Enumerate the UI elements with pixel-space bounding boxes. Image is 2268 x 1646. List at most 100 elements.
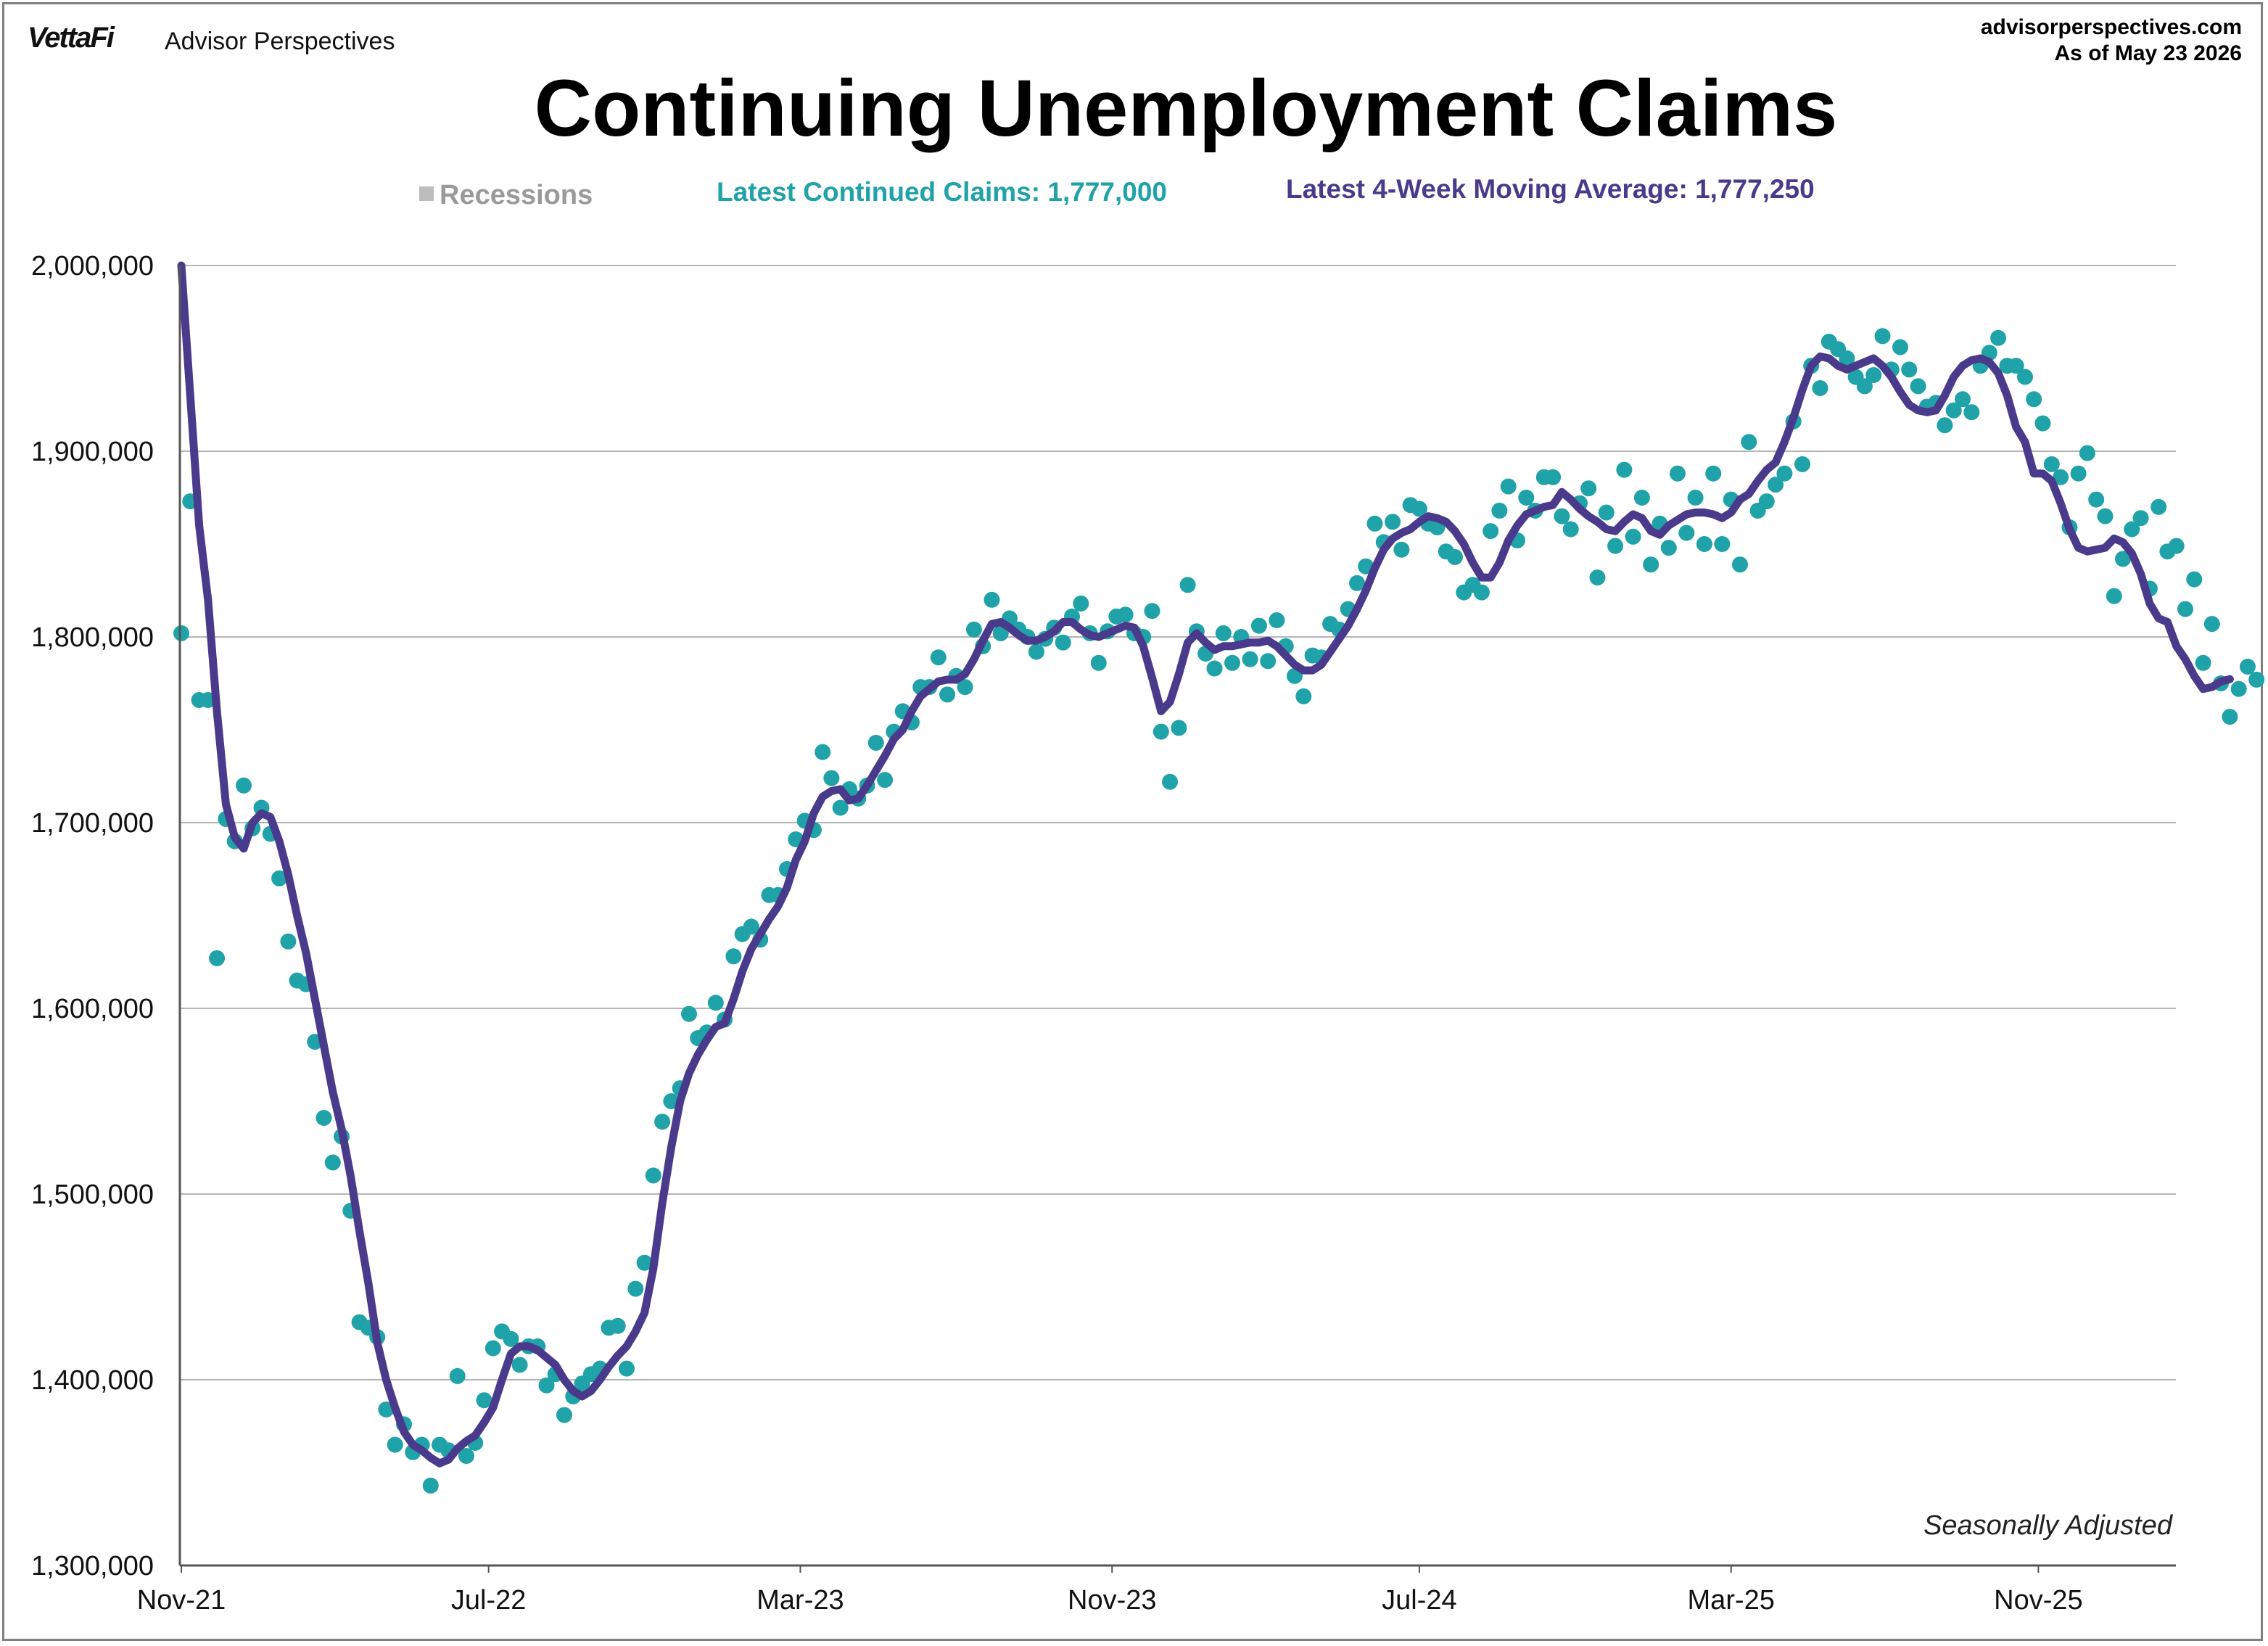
claims-point bbox=[2079, 445, 2095, 461]
claims-point bbox=[324, 1154, 341, 1171]
moving-average-line bbox=[177, 261, 2234, 1468]
claims-point bbox=[1260, 653, 1277, 670]
claims-point bbox=[636, 1254, 653, 1271]
claims-point bbox=[1162, 773, 1179, 790]
y-tick-label: 1,900,000 bbox=[31, 437, 154, 467]
claims-point bbox=[173, 625, 189, 641]
claims-point bbox=[654, 1114, 671, 1130]
x-axis-ticks: Nov-21 Jul-22 Mar-23 Nov-23 Jul-24 Mar-25 Nov-… bbox=[137, 1565, 2083, 1616]
legend-recessions-label: Recessions bbox=[440, 180, 593, 210]
x-tick-label: Mar-23 bbox=[756, 1585, 844, 1616]
claims-point bbox=[1865, 367, 1882, 383]
claims-point bbox=[1073, 595, 1089, 612]
claims-point bbox=[1856, 378, 1873, 395]
claims-point bbox=[1963, 404, 1980, 421]
claims-point bbox=[1518, 490, 1535, 506]
claims-point bbox=[965, 621, 982, 638]
claims-point bbox=[930, 649, 947, 666]
claims-point bbox=[2222, 709, 2238, 725]
claims-point bbox=[957, 679, 973, 696]
claims-point bbox=[1696, 536, 1712, 552]
claims-point bbox=[1224, 654, 1240, 671]
claims-point bbox=[867, 734, 884, 751]
claims-point bbox=[2097, 508, 2114, 524]
claims-point bbox=[2177, 601, 2193, 617]
claims-point bbox=[503, 1330, 519, 1347]
claims-point bbox=[2017, 369, 2033, 385]
claims-point bbox=[1562, 521, 1579, 538]
claims-point bbox=[1874, 328, 1891, 345]
moving-average-series bbox=[177, 261, 2234, 1468]
claims-point bbox=[1250, 617, 1267, 634]
x-tick-label: Nov-23 bbox=[1068, 1585, 1157, 1616]
claims-point bbox=[2248, 671, 2265, 688]
claims-point bbox=[877, 772, 894, 789]
y-tick-label: 1,500,000 bbox=[31, 1180, 154, 1210]
claims-point bbox=[2230, 680, 2247, 697]
claims-point bbox=[2151, 498, 2167, 515]
claims-point bbox=[1411, 501, 1427, 517]
claims-point bbox=[645, 1167, 661, 1184]
claims-point bbox=[2124, 521, 2140, 538]
claims-point bbox=[1545, 469, 1562, 485]
claims-point bbox=[984, 591, 1000, 608]
claims-point bbox=[1616, 461, 1633, 478]
claims-point bbox=[1945, 402, 1962, 419]
brand-logo: VettaFi bbox=[28, 22, 115, 54]
claims-point bbox=[1892, 339, 1908, 355]
y-tick-label: 1,600,000 bbox=[31, 994, 154, 1024]
claims-point bbox=[725, 948, 742, 965]
x-tick-label: Mar-25 bbox=[1688, 1585, 1775, 1616]
claims-point bbox=[1554, 508, 1570, 524]
claims-point bbox=[2070, 465, 2087, 482]
axes bbox=[178, 266, 2176, 1567]
claims-point bbox=[271, 870, 288, 886]
claims-point bbox=[1687, 490, 1704, 506]
x-tick-label: Jul-22 bbox=[451, 1585, 527, 1616]
claims-point bbox=[1732, 556, 1748, 573]
claims-point bbox=[1794, 456, 1810, 472]
claims-point bbox=[939, 686, 956, 703]
claims-point bbox=[1500, 478, 1517, 495]
claims-series bbox=[173, 328, 2265, 1494]
claims-point bbox=[484, 1340, 501, 1357]
claims-point bbox=[1028, 643, 1044, 660]
claims-point bbox=[236, 777, 252, 794]
y-tick-label: 2,000,000 bbox=[31, 251, 154, 281]
claims-point bbox=[1090, 654, 1107, 671]
claims-point bbox=[2034, 415, 2051, 432]
claims-point bbox=[1473, 584, 1490, 601]
claims-point bbox=[1625, 528, 1641, 545]
claims-point bbox=[1152, 723, 1169, 740]
claims-point bbox=[1385, 514, 1401, 530]
y-tick-label: 1,400,000 bbox=[31, 1365, 154, 1396]
claims-point bbox=[1768, 477, 1784, 493]
claims-point bbox=[1206, 660, 1223, 677]
claims-point bbox=[832, 799, 849, 816]
claims-point bbox=[280, 933, 297, 950]
claims-point bbox=[2186, 571, 2203, 588]
claims-point bbox=[378, 1402, 395, 1417]
claims-point bbox=[538, 1377, 555, 1394]
claims-point bbox=[2132, 510, 2149, 527]
grid-lines bbox=[180, 265, 2176, 1380]
x-tick-label: Nov-21 bbox=[137, 1585, 226, 1616]
claims-point bbox=[743, 918, 759, 935]
claims-point bbox=[511, 1357, 528, 1373]
claims-point bbox=[1901, 361, 1918, 378]
x-tick-label: Jul-24 bbox=[1382, 1585, 1457, 1616]
claims-point bbox=[2168, 538, 2185, 554]
claims-point bbox=[1589, 569, 1606, 586]
claims-point bbox=[2026, 391, 2042, 408]
claims-point bbox=[1447, 548, 1463, 565]
claims-point bbox=[1215, 625, 1232, 641]
claims-point bbox=[1812, 380, 1828, 396]
claims-point bbox=[1741, 434, 1757, 450]
claims-point bbox=[476, 1392, 492, 1409]
claims-point bbox=[387, 1436, 403, 1453]
claims-point bbox=[707, 995, 724, 1011]
claims-point bbox=[627, 1280, 644, 1297]
claims-point bbox=[2106, 588, 2122, 604]
claims-point bbox=[1643, 556, 1659, 573]
